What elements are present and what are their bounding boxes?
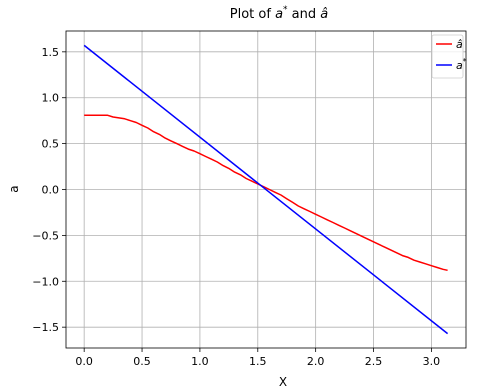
y-tick-label: 1.5 [42,46,60,59]
x-tick-label: 3.0 [423,355,441,368]
x-tick-label: 1.0 [191,355,209,368]
y-axis-title: a [7,185,21,192]
x-tick-label: 0.5 [133,355,151,368]
legend-label-a-hat: â [456,38,463,51]
y-tick-label: 1.0 [42,92,60,105]
x-ticks: 0.0 0.5 1.0 1.5 2.0 2.5 3.0 [75,348,440,368]
y-tick-label: −1.5 [32,321,59,334]
y-tick-label: −1.0 [32,275,59,288]
legend-box [431,34,464,79]
chart-title: Plot of a* and â [230,5,329,22]
x-tick-label: 1.5 [249,355,267,368]
x-tick-label: 0.0 [75,355,93,368]
grid [66,31,466,348]
y-ticks: −1.5 −1.0 −0.5 0.0 0.5 1.0 1.5 [32,46,66,334]
legend-label-a-star: a* [456,57,467,72]
x-tick-label: 2.5 [365,355,383,368]
series-line-0 [84,114,448,272]
y-tick-label: 0.0 [42,184,60,197]
series-line-1 [83,44,449,335]
series-layer [83,44,449,335]
x-axis-title: X [279,375,287,389]
legend: â a* [431,34,467,79]
x-tick-label: 2.0 [307,355,325,368]
y-tick-label: −0.5 [32,229,59,242]
y-tick-label: 0.5 [42,138,60,151]
